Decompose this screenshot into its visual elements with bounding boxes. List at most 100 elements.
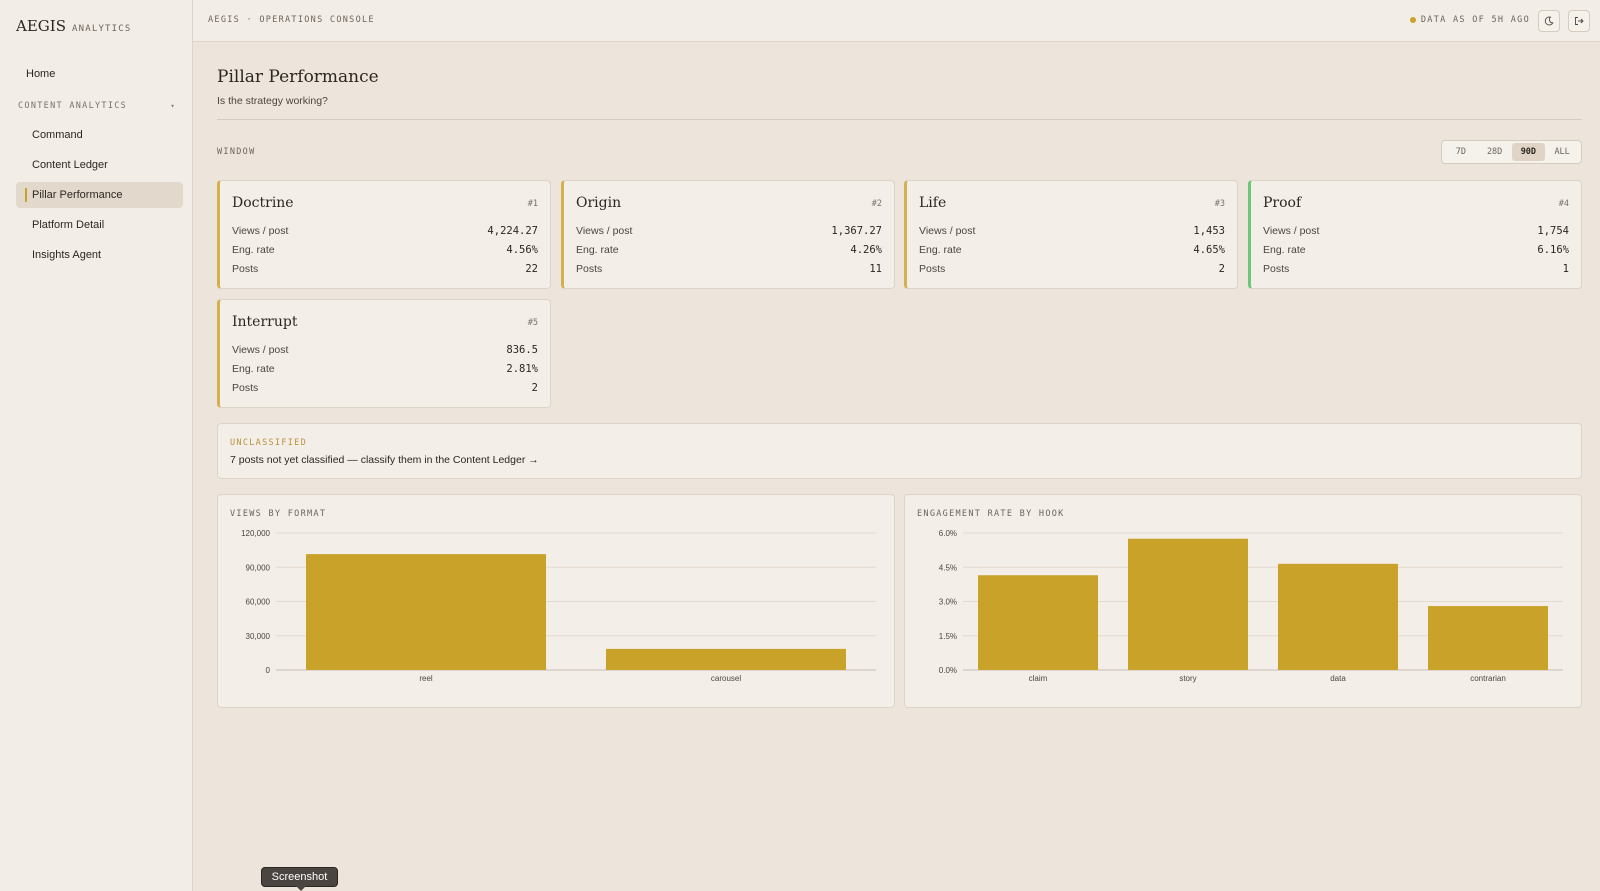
bar-story <box>1128 538 1248 670</box>
console-title: AEGIS · OPERATIONS CONSOLE <box>208 15 375 25</box>
classify-link[interactable]: 7 posts not yet classified — classify th… <box>230 454 539 466</box>
window-option-90d[interactable]: 90D <box>1511 143 1546 161</box>
x-tick-label: data <box>1330 674 1346 683</box>
metric-label: Eng. rate <box>919 244 962 256</box>
metric-label: Posts <box>1263 263 1290 275</box>
pillar-name: Proof <box>1263 195 1302 211</box>
metric-posts-row: Posts 2 <box>919 263 1225 275</box>
metric-value: 1,367.27 <box>831 225 882 237</box>
views-by-format-panel: VIEWS BY FORMAT 0 30,000 60,000 90,000 120,0… <box>217 494 895 708</box>
engagement-by-hook-chart: 0.0% 1.5% 3.0% 4.5% 6.0% claim story data contra… <box>939 529 1563 683</box>
top-bar: AEGIS · OPERATIONS CONSOLE DATA AS OF 5H… <box>193 0 1600 42</box>
logout-icon <box>1575 17 1584 25</box>
metric-label: Eng. rate <box>232 363 275 375</box>
metric-eng-row: Eng. rate 4.65% <box>919 244 1225 256</box>
metric-value: 22 <box>525 263 538 275</box>
pillar-rank: #2 <box>871 199 882 209</box>
metric-label: Views / post <box>576 225 633 237</box>
metric-value: 2.81% <box>506 363 538 375</box>
metric-views-row: Views / post 4,224.27 <box>232 225 538 237</box>
x-tick-label: reel <box>419 674 433 683</box>
data-freshness-status: DATA AS OF 5H AGO <box>1409 15 1530 25</box>
sidebar-item-label: Platform Detail <box>32 219 105 231</box>
chart-title: ENGAGEMENT RATE BY HOOK <box>917 509 1065 519</box>
bar-data <box>1278 563 1398 670</box>
sidebar-item-insights-agent[interactable]: Insights Agent <box>16 242 183 268</box>
chart-title: VIEWS BY FORMAT <box>230 509 327 519</box>
x-tick-label: contrarian <box>1470 674 1506 683</box>
chevron-down-icon: ▾ <box>170 102 176 110</box>
y-tick-label: 4.5% <box>939 563 957 572</box>
metric-posts-row: Posts 1 <box>1263 263 1569 275</box>
metric-eng-row: Eng. rate 6.16% <box>1263 244 1569 256</box>
metric-label: Eng. rate <box>1263 244 1306 256</box>
metric-views-row: Views / post 1,367.27 <box>576 225 882 237</box>
sidebar-item-content-ledger[interactable]: Content Ledger <box>16 152 183 178</box>
y-tick-label: 1.5% <box>939 632 957 641</box>
window-option-28d[interactable]: 28D <box>1486 147 1503 157</box>
unclassified-label: UNCLASSIFIED <box>230 438 308 448</box>
metric-views-row: Views / post 1,754 <box>1263 225 1569 237</box>
metric-posts-row: Posts 22 <box>232 263 538 275</box>
metric-label: Eng. rate <box>232 244 275 256</box>
section-label: CONTENT ANALYTICS <box>18 101 128 111</box>
pillar-name: Interrupt <box>232 314 298 330</box>
engagement-by-hook-panel: ENGAGEMENT RATE BY HOOK 0.0% 1.5% 3.0% 4.5%… <box>904 494 1582 708</box>
theme-toggle-button[interactable] <box>1538 10 1560 32</box>
moon-icon <box>1544 16 1554 26</box>
sidebar: AEGIS ANALYTICS Home CONTENT ANALYTICS ▾… <box>0 0 193 891</box>
app-logo[interactable]: AEGIS ANALYTICS <box>16 17 132 35</box>
x-tick-label: story <box>1179 674 1196 683</box>
divider <box>217 119 1582 120</box>
sidebar-item-command[interactable]: Command <box>16 122 183 148</box>
metric-value: 836.5 <box>506 344 538 356</box>
window-option-all[interactable]: ALL <box>1554 147 1570 157</box>
pillar-card-life: Life #3 Views / post 1,453 Eng. rate 4.6… <box>904 180 1238 289</box>
y-tick-label: 6.0% <box>939 529 957 538</box>
pillar-rank: #3 <box>1214 199 1225 209</box>
sidebar-item-pillar-performance[interactable]: Pillar Performance <box>16 182 183 208</box>
pillar-rank: #1 <box>527 199 538 209</box>
y-tick-label: 0 <box>266 666 271 675</box>
metric-label: Posts <box>919 263 946 275</box>
y-tick-label: 3.0% <box>939 598 957 607</box>
bar-reel <box>306 554 546 670</box>
page-subtitle: Is the strategy working? <box>217 95 328 107</box>
metric-value: 6.16% <box>1537 244 1569 256</box>
sidebar-item-label: Insights Agent <box>32 249 102 261</box>
sidebar-section-content-analytics[interactable]: CONTENT ANALYTICS ▾ <box>18 101 176 111</box>
window-selector: 7D 28D 90D ALL <box>1441 140 1582 164</box>
metric-eng-row: Eng. rate 4.56% <box>232 244 538 256</box>
bar-contrarian <box>1428 606 1548 670</box>
metric-value: 4.26% <box>850 244 882 256</box>
window-label: WINDOW <box>217 147 256 157</box>
screenshot-tooltip: Screenshot <box>261 867 338 891</box>
metric-value: 4.65% <box>1193 244 1225 256</box>
metric-views-row: Views / post 836.5 <box>232 344 538 356</box>
metric-label: Posts <box>232 382 259 394</box>
pillar-card-proof: Proof #4 Views / post 1,754 Eng. rate 6.… <box>1248 180 1582 289</box>
logout-button[interactable] <box>1568 10 1590 32</box>
sidebar-item-label: Command <box>32 129 83 141</box>
metric-label: Views / post <box>232 344 289 356</box>
sidebar-item-label: Pillar Performance <box>32 189 123 201</box>
metric-value: 1,754 <box>1537 225 1569 237</box>
metric-posts-row: Posts 2 <box>232 382 538 394</box>
pillar-name: Origin <box>576 195 622 211</box>
metric-label: Views / post <box>232 225 289 237</box>
views-by-format-chart: 0 30,000 60,000 90,000 120,000 reel carousel <box>241 529 876 683</box>
pillar-rank: #4 <box>1558 199 1569 209</box>
metric-value: 1,453 <box>1193 225 1225 237</box>
window-option-7d[interactable]: 7D <box>1455 147 1466 157</box>
metric-label: Views / post <box>1263 225 1320 237</box>
status-text: DATA AS OF 5H AGO <box>1420 15 1530 25</box>
y-tick-label: 90,000 <box>246 563 271 572</box>
metric-value: 1 <box>1562 263 1569 275</box>
metric-label: Posts <box>232 263 259 275</box>
sidebar-item-home[interactable]: Home <box>26 68 56 80</box>
metric-value: 11 <box>869 263 882 275</box>
metric-value: 4.56% <box>506 244 538 256</box>
metric-eng-row: Eng. rate 2.81% <box>232 363 538 375</box>
status-dot-icon <box>1409 17 1416 23</box>
sidebar-item-platform-detail[interactable]: Platform Detail <box>16 212 183 238</box>
